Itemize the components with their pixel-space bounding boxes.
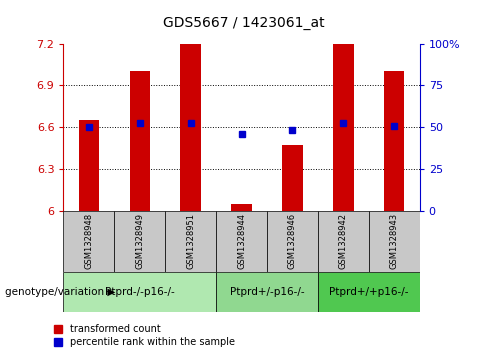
Text: GSM1328946: GSM1328946 [288,213,297,269]
Bar [282,145,303,211]
Bar [384,72,405,211]
Text: Ptprd+/+p16-/-: Ptprd+/+p16-/- [329,287,408,297]
Text: GSM1328944: GSM1328944 [237,213,246,269]
Text: Ptprd+/-p16-/-: Ptprd+/-p16-/- [230,287,305,297]
Bar [333,44,353,211]
Text: GSM1328949: GSM1328949 [135,213,144,269]
Bar [318,272,420,312]
Bar [181,44,201,211]
Bar [216,272,318,312]
Text: GDS5667 / 1423061_at: GDS5667 / 1423061_at [163,16,325,30]
Text: genotype/variation ▶: genotype/variation ▶ [5,287,115,297]
Bar [79,120,99,211]
Bar [114,211,165,272]
Bar [318,211,369,272]
Bar [216,211,267,272]
Bar [267,211,318,272]
Bar [130,72,150,211]
Bar [369,211,420,272]
Text: GSM1328942: GSM1328942 [339,213,348,269]
Text: GSM1328951: GSM1328951 [186,213,195,269]
Text: Ptprd-/-p16-/-: Ptprd-/-p16-/- [105,287,175,297]
Bar [63,272,216,312]
Bar [165,211,216,272]
Text: GSM1328948: GSM1328948 [84,213,93,269]
Text: GSM1328943: GSM1328943 [390,213,399,269]
Legend: transformed count, percentile rank within the sample: transformed count, percentile rank withi… [54,324,235,347]
Bar [231,204,252,211]
Bar [63,211,114,272]
